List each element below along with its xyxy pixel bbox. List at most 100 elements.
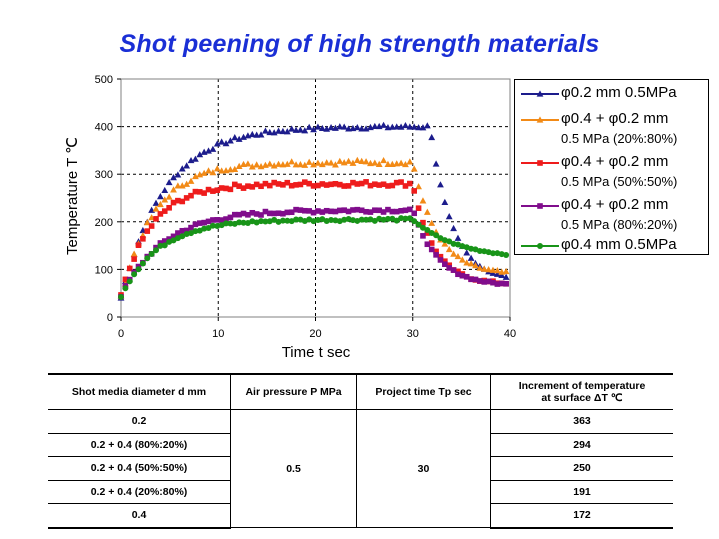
data-point [389, 182, 396, 189]
data-point [196, 220, 203, 226]
data-point [332, 208, 339, 215]
data-point [441, 198, 449, 205]
table-row: 0.4 172 [48, 503, 673, 529]
data-point [424, 241, 431, 248]
data-point [363, 208, 369, 215]
data-point [345, 157, 352, 164]
data-point [205, 167, 212, 174]
data-point [280, 210, 286, 217]
data-point [323, 182, 330, 188]
data-point [187, 177, 195, 184]
data-point [192, 188, 199, 195]
data-point [480, 265, 488, 272]
data-point [493, 270, 501, 277]
data-point [433, 252, 439, 258]
data-point [476, 247, 483, 254]
data-point [201, 190, 207, 196]
data-point [371, 159, 379, 166]
data-point [502, 273, 510, 280]
legend-label: φ0.2 mm 0.5MPa [561, 84, 677, 101]
data-point [279, 217, 286, 224]
data-point [279, 127, 287, 135]
data-point [301, 127, 309, 134]
data-point [122, 276, 129, 283]
data-point [280, 182, 286, 188]
data-point [258, 183, 264, 190]
data-point [288, 182, 295, 189]
data-point [174, 182, 182, 189]
data-point [419, 197, 427, 204]
data-point [191, 172, 199, 180]
data-point [305, 123, 313, 130]
data-point [503, 280, 509, 287]
data-point [140, 236, 146, 242]
data-point [463, 259, 471, 266]
data-point [210, 217, 216, 223]
data-point [240, 185, 247, 191]
data-point [468, 276, 474, 283]
data-point [258, 218, 265, 225]
data-point [485, 266, 493, 273]
data-point [210, 188, 216, 194]
data-point [153, 247, 160, 254]
data-point [284, 217, 291, 224]
data-point [315, 208, 321, 214]
data-point [165, 178, 173, 186]
data-point [318, 124, 326, 132]
data-point [188, 192, 194, 199]
data-point [481, 279, 488, 285]
data-point [235, 135, 243, 142]
data-point [192, 221, 199, 228]
data-point [385, 183, 391, 189]
data-point [245, 212, 251, 218]
data-point [266, 210, 273, 217]
data-point [205, 147, 212, 154]
project-time-cell: 30 [356, 409, 491, 528]
data-point [402, 160, 409, 168]
data-point [271, 210, 277, 217]
x-tick-label: 40 [504, 328, 516, 340]
data-point [166, 205, 172, 211]
data-point [161, 186, 169, 194]
data-point [218, 167, 226, 174]
data-point [327, 124, 335, 131]
data-point [183, 227, 190, 234]
data-point [306, 180, 312, 187]
header-increment-line1: Increment of temperature [518, 380, 646, 392]
data-point [319, 209, 326, 215]
data-point [328, 217, 335, 224]
data-point [165, 193, 173, 200]
data-point [248, 163, 256, 170]
data-point [283, 128, 291, 135]
data-point [468, 245, 475, 252]
data-point [283, 160, 291, 167]
x-axis-label: Time t sec [282, 344, 351, 360]
data-point [472, 276, 479, 283]
data-point [231, 133, 239, 141]
y-tick-label: 100 [95, 264, 113, 276]
table-row: 0.2 + 0.4 (80%:20%) 294 [48, 433, 673, 457]
data-point [337, 181, 343, 188]
data-point [222, 139, 230, 147]
data-point [183, 195, 190, 201]
data-point [183, 180, 191, 187]
data-point [152, 205, 160, 212]
data-point [314, 159, 322, 166]
data-point [292, 161, 300, 168]
data-point [424, 227, 431, 234]
data-point [327, 159, 335, 166]
data-point [458, 256, 466, 263]
data-point [262, 208, 269, 215]
data-point [380, 156, 387, 164]
data-point [459, 272, 466, 279]
data-point [380, 209, 387, 215]
data-point [332, 161, 339, 168]
data-point [323, 207, 330, 214]
data-point [245, 183, 251, 189]
data-point [467, 254, 475, 261]
data-point [454, 234, 462, 241]
data-point [450, 250, 457, 257]
increment-cell: 191 [490, 480, 673, 504]
data-point [288, 209, 295, 216]
